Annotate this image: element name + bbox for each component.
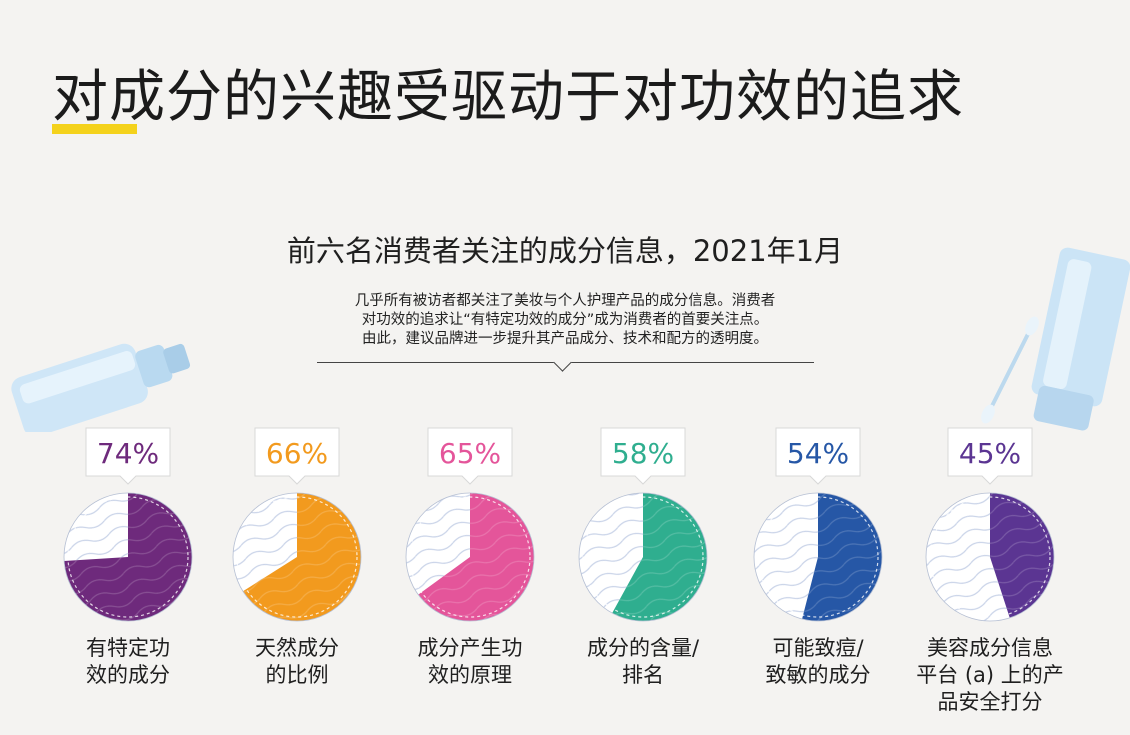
description-line: 由此，建议品牌进一步提升其产品成分、技术和配方的透明度。 <box>362 331 768 347</box>
title-accent-bar <box>52 124 137 134</box>
pie-stitch <box>757 496 879 618</box>
value-label: 45% <box>959 437 1021 470</box>
description-line: 对功效的追求让“有特定功效的成分”成为消费者的首要关注点。 <box>361 312 769 328</box>
value-callout <box>947 427 1033 485</box>
pie-slice-texture <box>242 493 361 622</box>
pie-outline <box>405 492 535 622</box>
category-label: 有特定功 <box>86 636 170 660</box>
value-label: 65% <box>439 437 501 470</box>
value-label: 58% <box>612 437 674 470</box>
category-label: 可能致痘/ <box>772 636 864 660</box>
value-callout <box>85 427 171 485</box>
pie-outline <box>63 492 193 622</box>
description-line: 几乎所有被访者都关注了美妆与个人护理产品的成分信息。消费者 <box>354 293 776 309</box>
page-title: 对成分的兴趣受驱动于对功效的追求 <box>52 65 964 130</box>
pie-stitch <box>67 496 189 618</box>
category-label: 平台 (a) 上的产 <box>916 663 1064 687</box>
pie-slice-texture <box>802 493 882 621</box>
pie-slice-texture <box>612 493 708 621</box>
value-label: 54% <box>787 437 849 470</box>
tube-illustration <box>981 247 1130 431</box>
pie-outline <box>232 492 362 622</box>
pie-item: 58% 成分的含量/排名 <box>578 427 708 687</box>
value-callout <box>775 427 861 485</box>
chart-description: 几乎所有被访者都关注了美妆与个人护理产品的成分信息。消费者 对功效的追求让“有特… <box>300 292 830 349</box>
category-label: 品安全打分 <box>938 690 1043 714</box>
pie-outline <box>753 492 883 622</box>
category-label: 效的原理 <box>428 663 512 687</box>
bottle-illustration <box>11 343 191 432</box>
pie-slice-texture <box>990 493 1055 618</box>
pie-stitch <box>409 496 531 618</box>
value-label: 74% <box>97 437 159 470</box>
pie-outline <box>578 492 708 622</box>
category-label: 效的成分 <box>86 663 170 687</box>
category-label: 排名 <box>622 663 664 687</box>
pie-stitch <box>929 496 1051 618</box>
pie-slice-texture <box>64 493 193 622</box>
chart-title: 前六名消费者关注的成分信息，2021年1月 <box>286 234 844 268</box>
pie-stitch <box>236 496 358 618</box>
value-callout <box>600 427 686 485</box>
category-label: 致敏的成分 <box>766 663 871 687</box>
pie-slice-texture <box>418 493 534 621</box>
value-callout <box>427 427 513 485</box>
pie-stitch <box>582 496 704 618</box>
pie-item: 54% 可能致痘/致敏的成分 <box>753 427 883 687</box>
category-label: 美容成分信息 <box>927 636 1053 660</box>
category-label: 天然成分 <box>255 636 339 660</box>
category-label: 的比例 <box>266 663 329 687</box>
value-label: 66% <box>266 437 328 470</box>
pie-item: 74% 有特定功效的成分 <box>63 427 193 687</box>
category-label: 成分产生功 <box>418 636 523 660</box>
value-callout <box>254 427 340 485</box>
category-label: 成分的含量/ <box>587 636 700 660</box>
pie-outline <box>925 492 1055 622</box>
